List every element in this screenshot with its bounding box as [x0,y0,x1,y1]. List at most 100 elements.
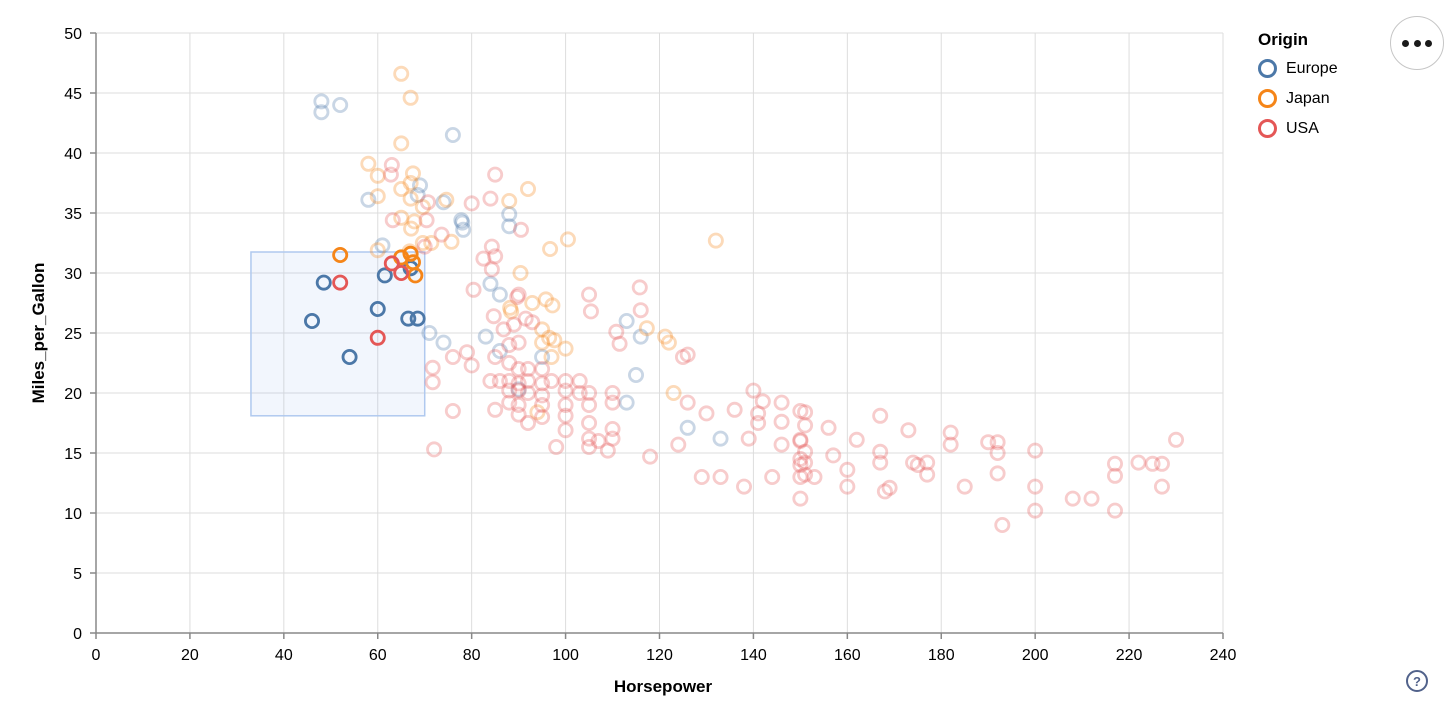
data-point-usa [632,302,649,319]
data-point-europe [712,430,729,447]
data-point-usa [750,405,767,422]
data-point-europe [618,394,635,411]
y-tick-label: 15 [64,446,82,463]
data-point-usa [679,394,696,411]
data-point-japan [501,192,518,209]
data-point-usa [581,396,598,413]
data-point-japan [369,188,386,205]
help-button[interactable]: ? [1406,670,1428,692]
data-point-usa [839,478,856,495]
data-point-usa [548,438,565,455]
data-point-usa [505,316,522,333]
data-point-usa [905,454,922,471]
data-point-usa [900,422,917,439]
data-point-japan [443,233,460,250]
data-point-usa [820,419,837,436]
data-point-usa [740,430,757,447]
data-point-usa [792,450,809,467]
data-point-usa [571,372,588,389]
y-tick-label: 10 [64,506,82,523]
y-tick-label: 40 [64,146,82,163]
x-tick-label: 60 [369,647,387,664]
data-point-usa [487,401,504,418]
data-point-usa [510,375,527,392]
ellipsis-icon [1413,39,1421,47]
data-point-usa [524,314,541,331]
data-point-usa [754,393,771,410]
data-point-usa [520,384,537,401]
data-point-japan [534,334,551,351]
data-point-europe [454,214,471,231]
data-point-usa [631,279,648,296]
data-point-japan [403,220,420,237]
data-point-usa [509,288,526,305]
data-point-usa [797,454,814,471]
data-point-europe [455,221,472,238]
data-point-japan [557,340,574,357]
data-point-japan [402,174,419,191]
y-axis-title: Miles_per_Gallon [29,263,48,404]
data-point-usa [792,490,809,507]
data-point-usa [393,264,410,281]
data-points [304,65,1185,534]
x-tick-label: 180 [928,647,955,664]
data-point-europe [332,97,349,114]
data-point-usa [1144,455,1161,472]
data-point-usa [674,348,691,365]
actions-menu-button[interactable] [1390,16,1444,70]
data-point-usa [825,447,842,464]
legend-item-label: Japan [1286,89,1330,107]
data-point-usa [557,372,574,389]
data-point-usa [736,478,753,495]
legend-item-europe: Europe [1258,59,1338,78]
data-point-japan [332,246,349,263]
data-point-usa [491,372,508,389]
data-point-japan [360,155,377,172]
data-point-europe [435,194,452,211]
data-point-europe [501,218,518,235]
data-point-usa [1027,478,1044,495]
data-point-usa [764,468,781,485]
data-point-usa [465,281,482,298]
y-tick-label: 5 [73,566,82,583]
x-tick-label: 220 [1116,647,1143,664]
data-point-usa [608,323,625,340]
data-point-usa [557,407,574,424]
data-point-japan [542,240,559,257]
brush-selection[interactable] [250,251,426,417]
data-point-usa [510,286,527,303]
data-point-usa [520,414,537,431]
data-point-japan [402,89,419,106]
data-point-usa [418,212,435,229]
data-point-usa [458,344,475,361]
data-point-europe [409,310,426,327]
data-point-usa [942,424,959,441]
data-point-usa [332,274,349,291]
data-point-usa [501,394,518,411]
data-point-usa [611,335,628,352]
data-point-usa [557,382,574,399]
data-point-europe [491,286,508,303]
data-point-japan [414,198,431,215]
data-point-usa [581,430,598,447]
y-tick-label: 20 [64,386,82,403]
data-point-usa [510,334,527,351]
legend-items: Europe Japan USA [1258,59,1338,149]
data-point-japan [512,264,529,281]
data-point-usa [382,166,399,183]
data-point-japan [393,209,410,226]
data-point-usa [557,396,574,413]
legend-title: Origin [1258,30,1309,49]
data-point-europe [632,328,649,345]
data-point-japan [503,303,520,320]
data-point-usa [919,454,936,471]
x-tick-label: 40 [275,647,293,664]
data-point-usa [604,394,621,411]
data-point-usa [876,483,893,500]
data-point-japan [414,234,431,251]
data-point-europe [534,348,551,365]
data-point-usa [487,166,504,183]
legend-ring-icon [1258,89,1277,108]
data-point-usa [872,443,889,460]
